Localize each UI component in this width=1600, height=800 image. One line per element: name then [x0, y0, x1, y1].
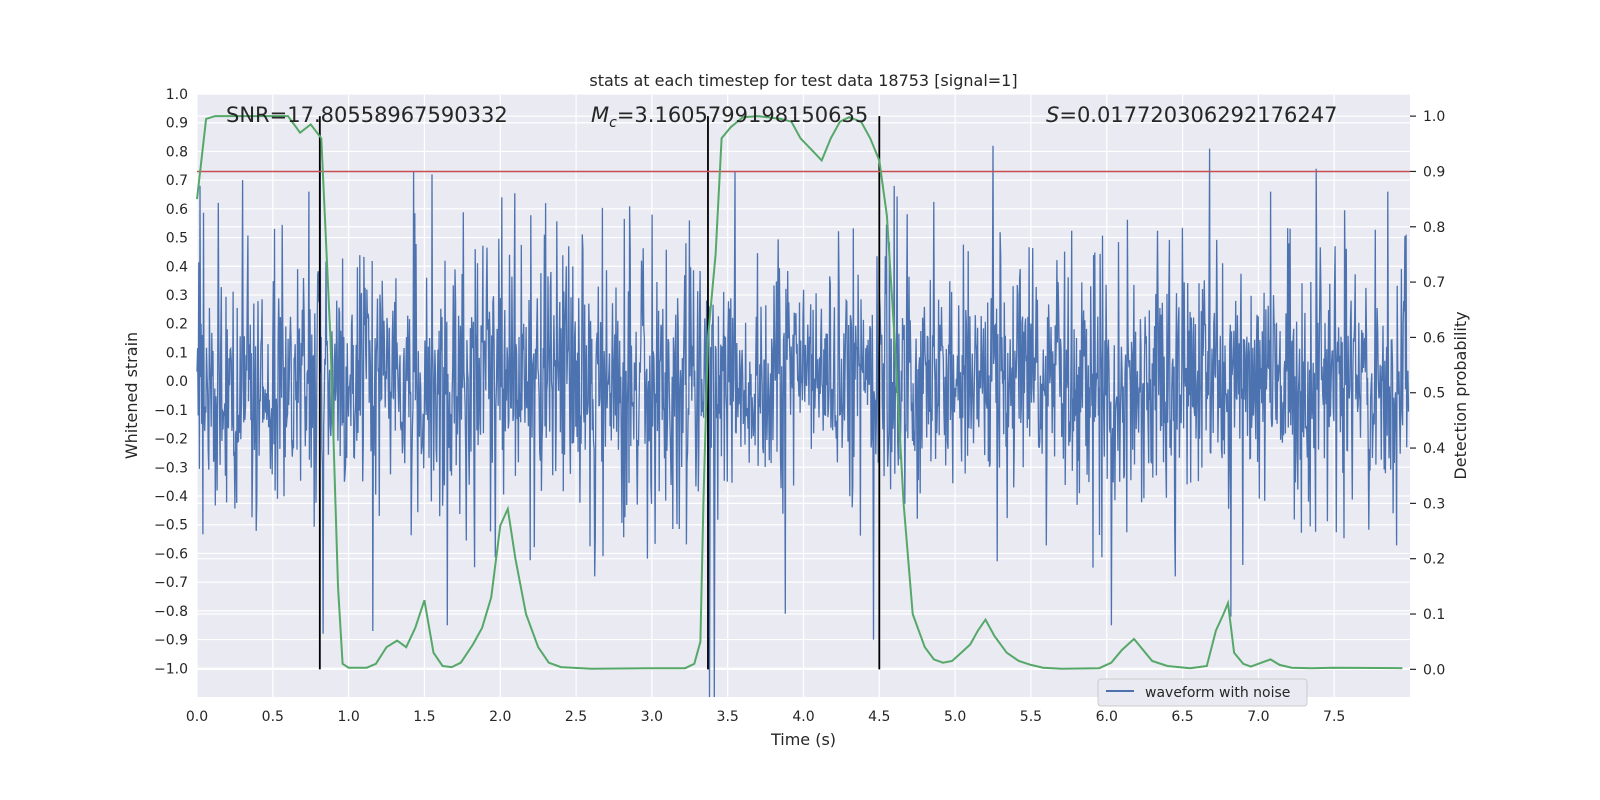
x-tick-label: 4.0	[792, 709, 814, 725]
y-tick-label: 1.0	[166, 87, 188, 103]
x-tick-label: 3.0	[641, 709, 663, 725]
y-tick-label: 0.2	[166, 317, 188, 333]
chirp-mass-subscript: c	[609, 115, 617, 131]
y-tick-label: −0.6	[154, 546, 188, 562]
y-tick-label: 0.7	[166, 173, 188, 189]
y2-tick-label: 0.5	[1423, 386, 1445, 402]
chirp-mass-value: =3.1605799198150635	[617, 103, 868, 127]
y-tick-label: 0.8	[166, 144, 188, 160]
chirp-mass-symbol: M	[591, 103, 609, 127]
probability-series	[196, 115, 1403, 670]
x-tick-label: 6.5	[1171, 709, 1193, 725]
waveform-series	[196, 145, 1410, 698]
chart-title: stats at each timestep for test data 187…	[589, 71, 1017, 90]
y-tick-label: 0.5	[166, 231, 188, 247]
y-tick-label: 0.0	[166, 374, 188, 390]
legend: waveform with noise	[1097, 678, 1308, 707]
y2-tick-label: 1.0	[1423, 109, 1445, 125]
x-tick-label: 2.5	[565, 709, 587, 725]
legend-entry: waveform with noise	[1145, 685, 1290, 701]
s-annotation: S=0.017720306292176247	[1046, 103, 1337, 127]
y-tick-label: 0.1	[166, 345, 188, 361]
y-tick-label: 0.3	[166, 288, 188, 304]
legend-box	[1097, 678, 1308, 707]
y-tick-label: −0.5	[154, 518, 188, 534]
x-tick-label: 3.5	[717, 709, 739, 725]
x-tick-label: 2.0	[489, 709, 511, 725]
x-tick-label: 1.5	[413, 709, 435, 725]
y-tick-label: −0.1	[154, 403, 188, 419]
y2-tick-label: 0.6	[1423, 330, 1445, 346]
y2-tick-label: 0.1	[1423, 607, 1445, 623]
y2-tick-label: 0.3	[1423, 496, 1445, 512]
y-axis-label-right: Detection probability	[1451, 311, 1470, 479]
s-value: =0.017720306292176247	[1059, 103, 1337, 127]
waveform-path	[196, 145, 1410, 698]
ticks: 0.0 0.5 1.0 1.5 2.0 2.5 3.0 3.5 4.0 4.5 5.0 5.5 6.0 6…	[154, 87, 1445, 725]
chirp-mass-annotation: Mc=3.1605799198150635	[591, 103, 868, 131]
x-tick-label: 7.0	[1247, 709, 1269, 725]
y-tick-label: −0.7	[154, 575, 188, 591]
y2-tick-label: 0.7	[1423, 275, 1445, 291]
y2-tick-label: 0.0	[1423, 662, 1445, 678]
x-tick-label: 5.5	[1020, 709, 1042, 725]
y-tick-label: −0.9	[154, 633, 188, 649]
y-tick-label: −0.4	[154, 489, 188, 505]
y2-tick-label: 0.4	[1423, 441, 1445, 457]
x-tick-label: 5.0	[944, 709, 966, 725]
x-axis-label: Time (s)	[770, 730, 836, 749]
x-tick-label: 4.5	[868, 709, 890, 725]
y-tick-label: −0.8	[154, 604, 188, 620]
y2-tick-label: 0.2	[1423, 552, 1445, 568]
y-tick-label: 0.6	[166, 202, 188, 218]
y-tick-label: −0.2	[154, 432, 188, 448]
x-tick-label: 0.0	[186, 709, 208, 725]
x-tick-label: 6.0	[1096, 709, 1118, 725]
y2-tick-label: 0.8	[1423, 220, 1445, 236]
x-tick-label: 7.5	[1323, 709, 1345, 725]
snr-annotation: SNR=17.80558967590332	[226, 103, 508, 127]
x-tick-label: 1.0	[337, 709, 359, 725]
s-symbol: S	[1046, 103, 1059, 127]
y-axis-label: Whitened strain	[122, 332, 141, 459]
vertical-lines	[318, 116, 881, 670]
y-tick-label: 0.4	[166, 259, 188, 275]
y-tick-label: −0.3	[154, 460, 188, 476]
y-tick-label: 0.9	[166, 116, 188, 132]
x-tick-label: 0.5	[262, 709, 284, 725]
y2-tick-label: 0.9	[1423, 164, 1445, 180]
y-tick-label: −1.0	[154, 661, 188, 677]
